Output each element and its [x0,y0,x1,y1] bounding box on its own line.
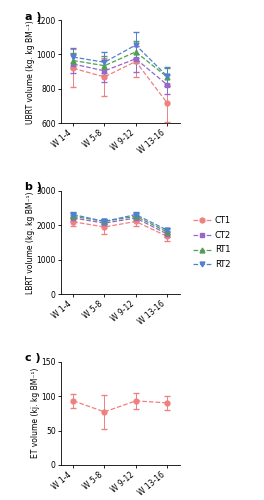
Legend: CT1, CT2, RT1, RT2: CT1, CT2, RT1, RT2 [193,216,231,269]
Y-axis label: ET volume (kj. kg BM⁻¹): ET volume (kj. kg BM⁻¹) [31,368,40,458]
Y-axis label: LBRT volume (kg. kg BM⁻¹): LBRT volume (kg. kg BM⁻¹) [26,191,35,294]
Text: b ): b ) [25,182,42,192]
Text: a ): a ) [25,12,42,22]
Text: c ): c ) [25,353,41,363]
Y-axis label: UBRT volume (kg. kg BM⁻¹): UBRT volume (kg. kg BM⁻¹) [26,20,35,124]
